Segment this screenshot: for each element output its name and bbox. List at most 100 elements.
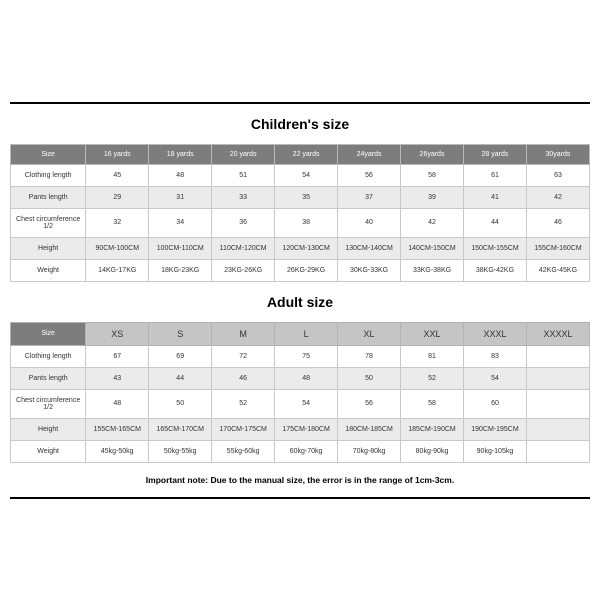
cell: 130CM-140CM xyxy=(338,237,401,259)
col-16: 16 yards xyxy=(86,144,149,164)
size-table: Children's size Size 16 yards 18 yards 2… xyxy=(10,104,590,497)
cell: 54 xyxy=(463,367,526,389)
label-clothing: Clothing length xyxy=(11,164,86,186)
col-28: 28 yards xyxy=(463,144,526,164)
col-26: 26yards xyxy=(401,144,464,164)
cell: 150CM-155CM xyxy=(463,237,526,259)
cell: 90kg-105kg xyxy=(463,440,526,462)
cell: 46 xyxy=(212,367,275,389)
col-xxxxl: XXXXL xyxy=(526,322,589,345)
cell: 81 xyxy=(401,345,464,367)
label-weight: Weight xyxy=(11,440,86,462)
children-title: Children's size xyxy=(11,104,590,145)
cell: 40 xyxy=(338,208,401,237)
cell: 67 xyxy=(86,345,149,367)
cell: 48 xyxy=(149,164,212,186)
cell: 38 xyxy=(275,208,338,237)
cell: 190CM-195CM xyxy=(463,418,526,440)
cell: 78 xyxy=(338,345,401,367)
cell: 140CM-150CM xyxy=(401,237,464,259)
cell: 29 xyxy=(86,186,149,208)
col-30: 30yards xyxy=(526,144,589,164)
cell: 35 xyxy=(275,186,338,208)
col-22: 22 yards xyxy=(275,144,338,164)
cell: 33 xyxy=(212,186,275,208)
cell: 42 xyxy=(526,186,589,208)
cell: 48 xyxy=(86,389,149,418)
cell: 50 xyxy=(149,389,212,418)
adult-title: Adult size xyxy=(11,281,590,322)
row-clothing-length: Clothing length 45 48 51 54 56 58 61 63 xyxy=(11,164,590,186)
row-weight: Weight 14KG-17KG 18KG-23KG 23KG-26KG 26K… xyxy=(11,259,590,281)
row-chest: Chest circumference 1/2 48 50 52 54 56 5… xyxy=(11,389,590,418)
cell xyxy=(526,440,589,462)
cell: 70kg-80kg xyxy=(338,440,401,462)
cell: 36 xyxy=(212,208,275,237)
col-24: 24yards xyxy=(338,144,401,164)
cell: 58 xyxy=(401,164,464,186)
cell: 30KG-33KG xyxy=(338,259,401,281)
row-pants-length: Pants length 43 44 46 48 50 52 54 xyxy=(11,367,590,389)
row-clothing-length: Clothing length 67 69 72 75 78 81 83 xyxy=(11,345,590,367)
children-header-row: Size 16 yards 18 yards 20 yards 22 yards… xyxy=(11,144,590,164)
cell: 56 xyxy=(338,389,401,418)
cell: 18KG-23KG xyxy=(149,259,212,281)
cell xyxy=(526,389,589,418)
cell: 34 xyxy=(149,208,212,237)
cell: 52 xyxy=(212,389,275,418)
cell: 110CM-120CM xyxy=(212,237,275,259)
col-20: 20 yards xyxy=(212,144,275,164)
row-chest: Chest circumference 1/2 32 34 36 38 40 4… xyxy=(11,208,590,237)
cell: 58 xyxy=(401,389,464,418)
label-chest: Chest circumference 1/2 xyxy=(11,389,86,418)
cell: 54 xyxy=(275,164,338,186)
cell: 175CM-180CM xyxy=(275,418,338,440)
label-clothing: Clothing length xyxy=(11,345,86,367)
col-s: S xyxy=(149,322,212,345)
cell: 44 xyxy=(463,208,526,237)
cell: 165CM-170CM xyxy=(149,418,212,440)
cell: 50kg-55kg xyxy=(149,440,212,462)
cell: 80kg-90kg xyxy=(401,440,464,462)
cell: 41 xyxy=(463,186,526,208)
cell: 90CM-100CM xyxy=(86,237,149,259)
cell: 155CM-165CM xyxy=(86,418,149,440)
cell xyxy=(526,345,589,367)
note: Important note: Due to the manual size, … xyxy=(11,462,590,497)
cell: 54 xyxy=(275,389,338,418)
cell: 170CM-175CM xyxy=(212,418,275,440)
cell: 45 xyxy=(86,164,149,186)
col-xs: XS xyxy=(86,322,149,345)
cell: 38KG-42KG xyxy=(463,259,526,281)
cell: 48 xyxy=(275,367,338,389)
cell: 39 xyxy=(401,186,464,208)
cell: 56 xyxy=(338,164,401,186)
col-xxxl: XXXL xyxy=(463,322,526,345)
label-size: Size xyxy=(11,144,86,164)
cell: 42 xyxy=(401,208,464,237)
row-weight: Weight 45kg-50kg 50kg-55kg 55kg-60kg 60k… xyxy=(11,440,590,462)
cell: 42KG-45KG xyxy=(526,259,589,281)
cell: 60kg-70kg xyxy=(275,440,338,462)
cell: 23KG-26KG xyxy=(212,259,275,281)
cell: 43 xyxy=(86,367,149,389)
label-weight: Weight xyxy=(11,259,86,281)
row-pants-length: Pants length 29 31 33 35 37 39 41 42 xyxy=(11,186,590,208)
cell: 26KG-29KG xyxy=(275,259,338,281)
cell: 63 xyxy=(526,164,589,186)
cell xyxy=(526,418,589,440)
label-size: Size xyxy=(11,322,86,345)
cell: 32 xyxy=(86,208,149,237)
cell: 45kg-50kg xyxy=(86,440,149,462)
cell: 185CM-190CM xyxy=(401,418,464,440)
col-m: M xyxy=(212,322,275,345)
cell: 61 xyxy=(463,164,526,186)
label-height: Height xyxy=(11,237,86,259)
col-l: L xyxy=(275,322,338,345)
label-chest: Chest circumference 1/2 xyxy=(11,208,86,237)
size-chart: Children's size Size 16 yards 18 yards 2… xyxy=(10,102,590,499)
cell: 14KG-17KG xyxy=(86,259,149,281)
label-height: Height xyxy=(11,418,86,440)
col-xl: XL xyxy=(338,322,401,345)
cell: 46 xyxy=(526,208,589,237)
